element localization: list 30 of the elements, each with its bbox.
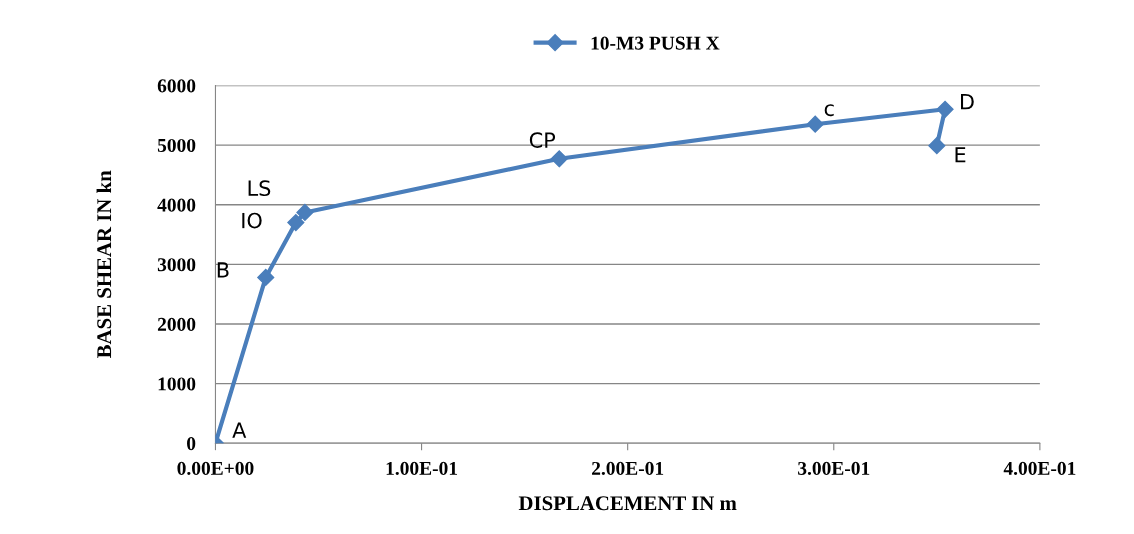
annotation: E (955, 147, 966, 163)
point (257, 268, 275, 287)
legend-label: 10-M3 PUSH X (591, 36, 720, 50)
annotation: B (217, 262, 229, 278)
y-tick-label: 6000 (157, 79, 196, 93)
point (806, 115, 824, 133)
annotation: A (232, 422, 247, 438)
point (936, 100, 954, 118)
annotation: LS (248, 180, 271, 197)
x-tick-label: 1.00E-01 (386, 461, 458, 476)
annotation: D (961, 94, 974, 110)
annotation: IO (242, 212, 262, 229)
point (928, 137, 946, 155)
y-tick-label: 0 (187, 437, 196, 451)
y-tick-label: 4000 (157, 198, 196, 212)
y-tick-label: 5000 (157, 138, 196, 153)
annotation: CP (529, 132, 556, 148)
x-axis-title: DISPLACEMENT IN m (518, 496, 737, 511)
x-tick-label: 3.00E-01 (798, 461, 870, 476)
y-tick-label: 1000 (158, 377, 196, 391)
y-tick-label: 2000 (157, 317, 196, 331)
point (296, 203, 314, 222)
point (287, 214, 305, 232)
x-tick-label: 2.00E-01 (592, 461, 664, 476)
x-tick-label: 0.00E+00 (177, 461, 254, 476)
y-axis-title: BASE SHEAR IN kn (96, 170, 112, 359)
point (550, 150, 568, 168)
y-tick-label: 3000 (157, 258, 196, 272)
x-tick-label: 4.00E-01 (1003, 461, 1076, 476)
annotation: c (824, 104, 834, 117)
